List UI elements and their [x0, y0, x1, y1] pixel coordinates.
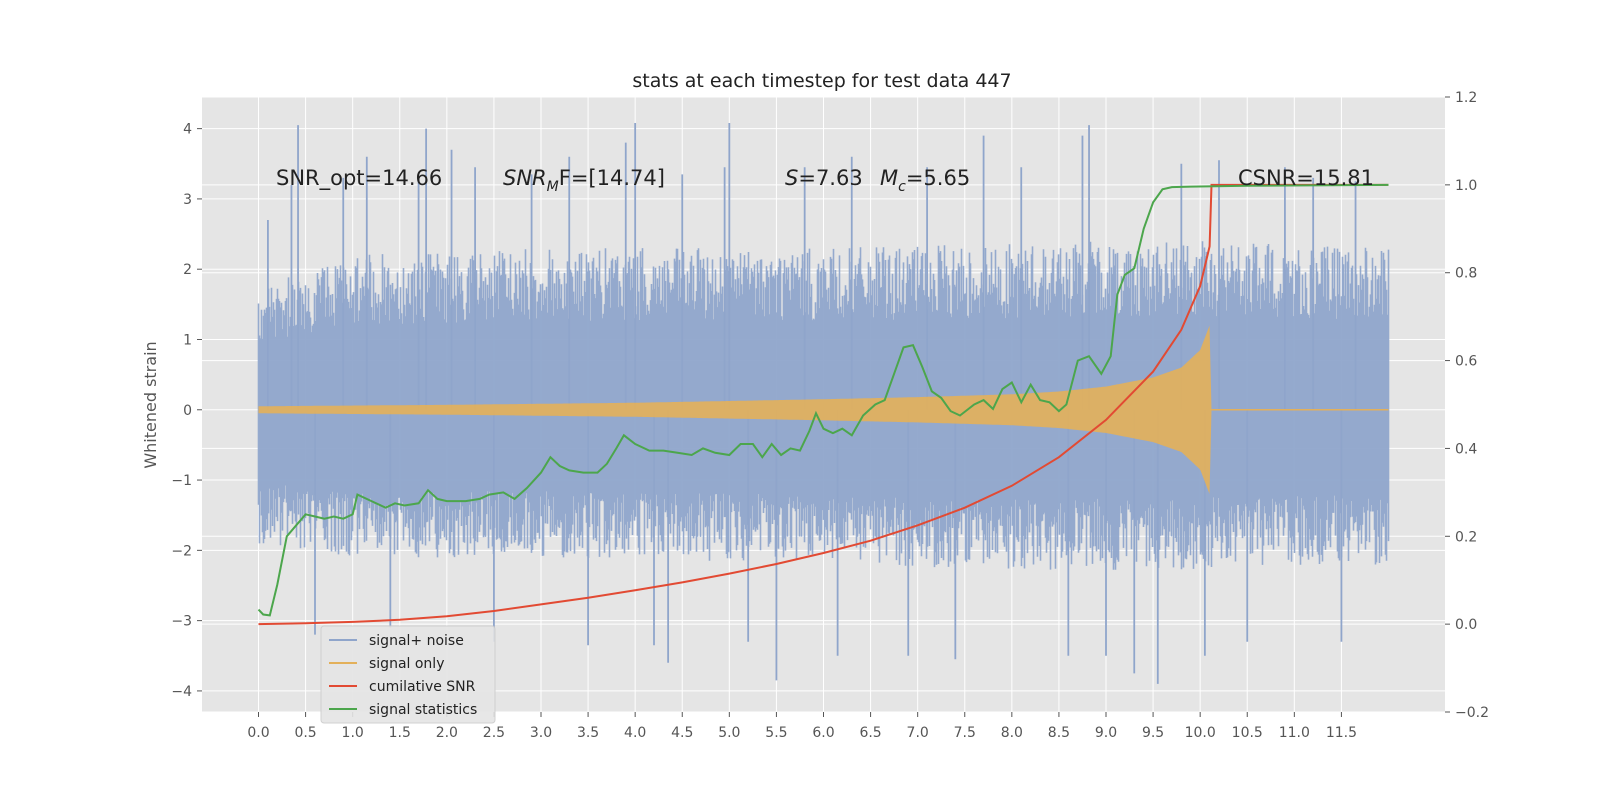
x-tick-label: 4.0: [624, 725, 646, 741]
annotation-s: S=7.63: [785, 166, 863, 190]
x-tick-label: 3.0: [530, 725, 552, 741]
x-tick-label: 5.0: [718, 725, 740, 741]
annotation-csnr: CSNR=15.81: [1238, 166, 1374, 190]
series-cumulative-snr: [258, 183, 1389, 626]
x-tick-label: 2.5: [483, 725, 505, 741]
legend: signal+ noise signal only cumilative SNR si…: [320, 625, 496, 724]
y2-tick-label: 0.2: [1455, 529, 1477, 545]
y2-tick-label: 0.4: [1455, 441, 1477, 457]
y-tick-label: 0: [183, 403, 192, 419]
y-tick-label: 4: [183, 122, 192, 138]
x-tick-label: 1.0: [342, 725, 364, 741]
y2-tick-label: −0.2: [1455, 705, 1489, 721]
annotation-mc-symbol: M: [880, 166, 898, 190]
axes: 0.0 0.5 1.0 1.5 2.0 2.5 3.0 3.5 4.0 4.5 5.0 5.5 6.0 6…: [171, 90, 1489, 741]
x-tick-label: 10.5: [1232, 725, 1263, 741]
y2-tick-label: 1.2: [1455, 90, 1477, 106]
y-tick-label: −2: [171, 543, 192, 559]
series-signal-statistics: [257, 183, 1389, 617]
annotation-snr-mf-subscript: M: [547, 179, 559, 195]
x-tick-label: 0.0: [247, 725, 269, 741]
x-tick-label: 7.5: [954, 725, 976, 741]
x-tick-label: 11.5: [1326, 725, 1357, 741]
x-tick-label: 6.0: [812, 725, 834, 741]
legend-label: signal only: [369, 656, 444, 672]
annotation-mc-subscript: c: [898, 179, 906, 195]
y-tick-label: 1: [183, 332, 192, 348]
x-tick-label: 8.5: [1048, 725, 1070, 741]
y2-tick-label: 0.8: [1455, 266, 1477, 282]
y-tick-label: −4: [171, 684, 192, 700]
series-signal-noise: [257, 123, 1390, 684]
annotation-snr-mf: SNRMF=[14.74]: [503, 166, 665, 195]
x-tick-label: 9.0: [1095, 725, 1117, 741]
annotation-snr-opt: SNR_opt=14.66: [276, 166, 442, 191]
y-tick-label: 2: [183, 262, 192, 278]
x-tick-label: 10.0: [1185, 725, 1216, 741]
y-axis-label: Whitened strain: [141, 341, 160, 468]
series-signal-only: [258, 325, 1389, 494]
x-tick-label: 6.5: [859, 725, 881, 741]
y2-tick-label: 1.0: [1455, 178, 1477, 194]
legend-box: [320, 625, 496, 724]
x-tick-label: 1.5: [389, 725, 411, 741]
annotation-mc-value: =5.65: [906, 166, 970, 190]
y-tick-label: −1: [171, 473, 192, 489]
annotation-mc: Mc=5.65: [880, 166, 970, 195]
annotation-snr-mf-value: F=[14.74]: [559, 166, 665, 190]
x-tick-label: 4.5: [671, 725, 693, 741]
y2-tick-label: 0.0: [1455, 617, 1477, 633]
series-layer: [257, 123, 1390, 684]
x-tick-label: 3.5: [577, 725, 599, 741]
x-tick-label: 11.0: [1279, 725, 1310, 741]
x-tick-label: 0.5: [294, 725, 316, 741]
y-tick-label: 3: [183, 192, 192, 208]
x-tick-label: 9.5: [1142, 725, 1164, 741]
annotation-s-value: =7.63: [798, 166, 862, 190]
annotations: SNR_opt=14.66 SNRMF=[14.74] S=7.63 Mc=5.…: [276, 166, 1374, 195]
annotation-s-symbol: S: [785, 166, 798, 190]
annotation-snr-mf-symbol: SNR: [503, 166, 547, 190]
chart-title: stats at each timestep for test data 447: [632, 70, 1011, 92]
legend-label: signal statistics: [369, 702, 477, 718]
y2-tick-label: 0.6: [1455, 354, 1477, 370]
legend-label: signal+ noise: [369, 633, 464, 649]
y-tick-label: −3: [171, 614, 192, 630]
x-tick-label: 2.0: [436, 725, 458, 741]
signal-envelope: [258, 325, 1389, 494]
legend-label: cumilative SNR: [369, 679, 476, 695]
x-tick-label: 8.0: [1001, 725, 1023, 741]
x-tick-label: 7.0: [907, 725, 929, 741]
x-tick-label: 5.5: [765, 725, 787, 741]
